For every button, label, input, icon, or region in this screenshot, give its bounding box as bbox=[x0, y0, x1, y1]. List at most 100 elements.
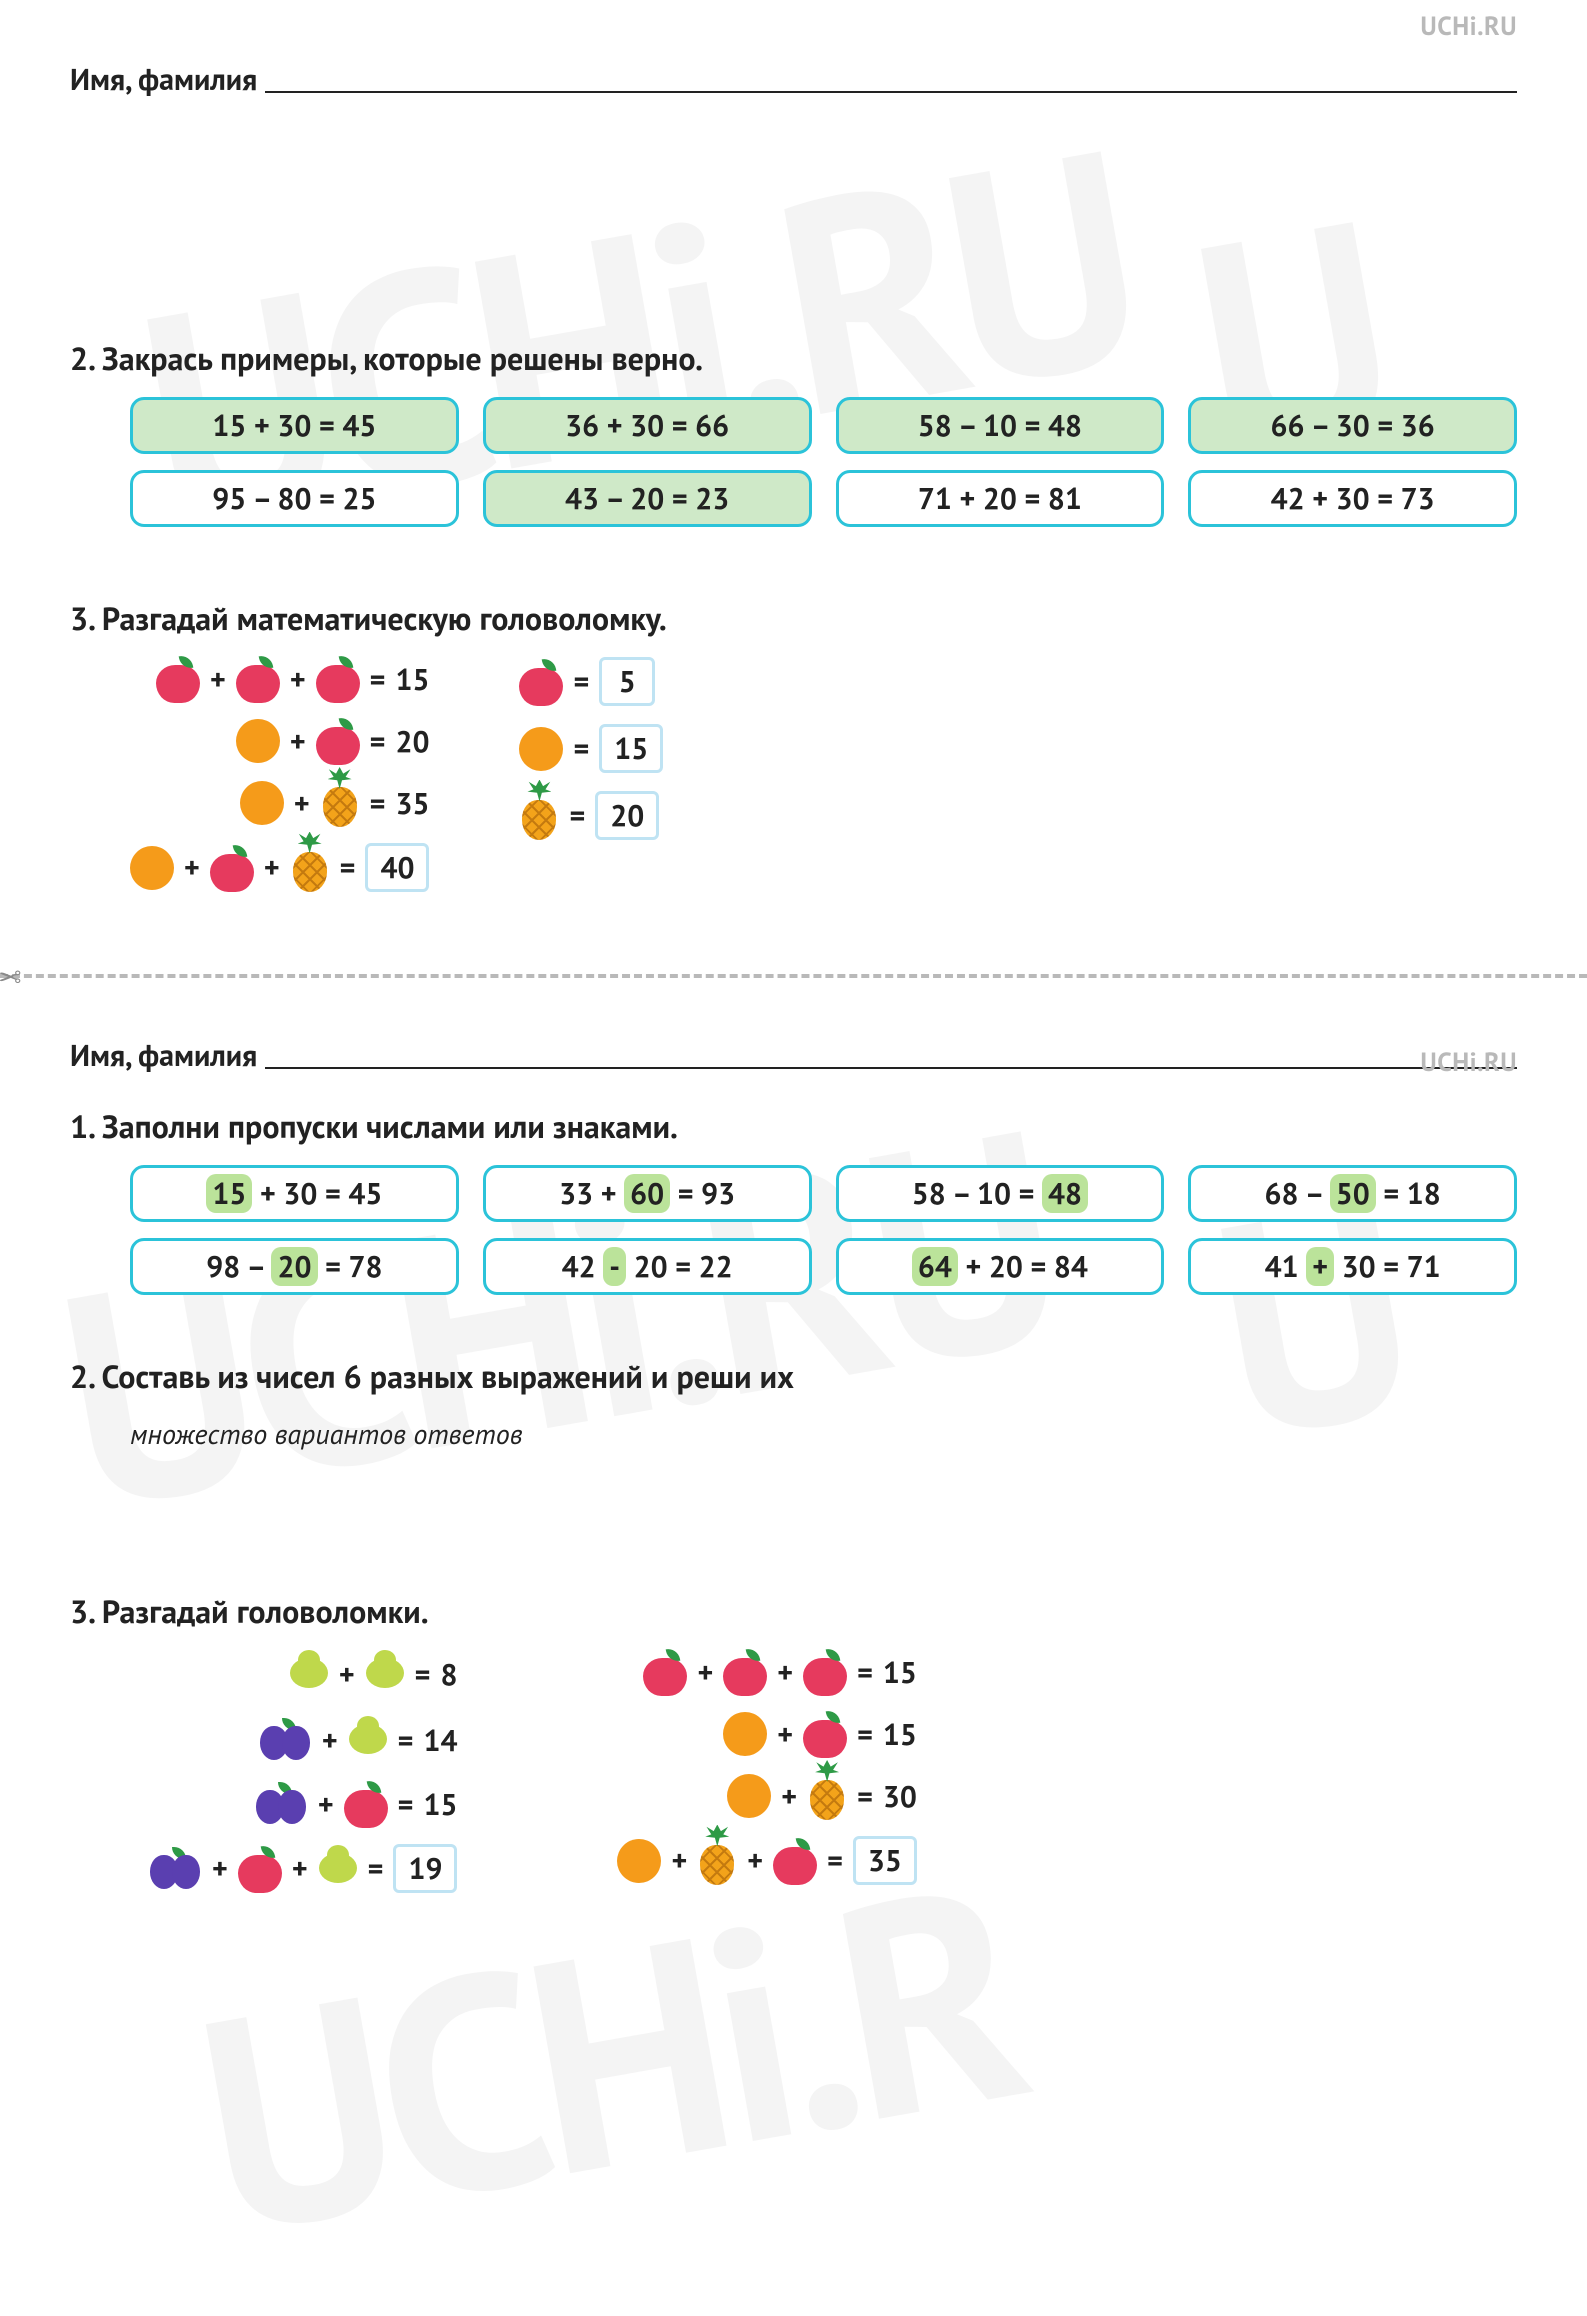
eq-text: = bbox=[569, 796, 585, 835]
fill-blank-pill: 68 – 50 = 18 bbox=[1188, 1165, 1517, 1222]
page-top: UCHi.RU Имя, фамилия 2. Закрась примеры,… bbox=[0, 0, 1587, 932]
eq-text: 20 bbox=[395, 722, 429, 761]
fill-blank-pill: 64 + 20 = 84 bbox=[836, 1238, 1165, 1295]
puzzle-col-right: =5=15=20 bbox=[519, 657, 663, 892]
apple-icon bbox=[236, 657, 280, 701]
task3-title: 3. Разгадай математическую головоломку. bbox=[70, 597, 1517, 639]
equation-row: =15 bbox=[519, 724, 663, 773]
puzzle-col-left: +=8+=14+=15++=19 bbox=[150, 1650, 457, 1893]
filled-blank: + bbox=[1306, 1247, 1334, 1286]
apple-icon bbox=[773, 1839, 817, 1883]
apple-icon bbox=[643, 1650, 687, 1694]
pear-icon bbox=[289, 1650, 329, 1698]
fill-blank-pill: 15 + 30 = 45 bbox=[130, 1165, 459, 1222]
eq-text: = bbox=[857, 1715, 873, 1754]
fill-blank-pill: 98 – 20 = 78 bbox=[130, 1238, 459, 1295]
answer-box: 40 bbox=[365, 843, 429, 892]
eq-text: = bbox=[573, 662, 589, 701]
equation-pill: 95 – 80 = 25 bbox=[130, 470, 459, 527]
task2-title: 2. Закрась примеры, которые решены верно… bbox=[70, 337, 1517, 379]
eq-text: = bbox=[370, 784, 386, 823]
eq-text: + bbox=[294, 784, 310, 823]
fill-blank-pill: 42 - 20 = 22 bbox=[483, 1238, 812, 1295]
apple-icon bbox=[316, 719, 360, 763]
equation-pill: 58 – 10 = 48 bbox=[836, 397, 1165, 454]
b-task2-note: множество вариантов ответов bbox=[70, 1415, 1517, 1452]
orange-icon bbox=[727, 1774, 771, 1818]
filled-blank: 20 bbox=[271, 1247, 317, 1286]
apple-icon bbox=[156, 657, 200, 701]
eq-text: 15 bbox=[423, 1785, 457, 1824]
name-field-row: Имя, фамилия bbox=[70, 60, 1517, 99]
equation-pill: 42 + 30 = 73 bbox=[1188, 470, 1517, 527]
eq-text: + bbox=[290, 722, 306, 761]
orange-icon bbox=[617, 1839, 661, 1883]
eq-text: + bbox=[781, 1777, 797, 1816]
b-task1-title: 1. Заполни пропуски числами или знаками. bbox=[70, 1105, 1517, 1147]
cut-line: ✂ bbox=[0, 956, 1587, 996]
filled-blank: 15 bbox=[206, 1174, 252, 1213]
equation-row: ++=19 bbox=[150, 1844, 457, 1893]
equation-row: ++=35 bbox=[617, 1836, 916, 1885]
eq-text: + bbox=[318, 1785, 334, 1824]
eq-text: + bbox=[210, 660, 226, 699]
eq-text: + bbox=[747, 1841, 763, 1880]
puzzle-col-left: ++=15+=20+=35++=40 bbox=[130, 657, 429, 892]
equation-row: +=15 bbox=[256, 1782, 458, 1826]
equation-row: + + = 15 bbox=[643, 1650, 916, 1694]
name-underline bbox=[265, 91, 1517, 93]
apple-icon bbox=[316, 657, 360, 701]
pineapple-icon bbox=[697, 1827, 737, 1883]
equation-row: + =35 bbox=[240, 781, 430, 825]
eq-text: + bbox=[290, 660, 306, 699]
pear-icon bbox=[365, 1650, 405, 1698]
eq-text: 35 bbox=[395, 784, 429, 823]
equation-pill: 43 – 20 = 23 bbox=[483, 470, 812, 527]
equation-row: + = 30 bbox=[727, 1774, 917, 1818]
brand-label: UCHi.RU bbox=[1420, 10, 1517, 43]
equation-row: +=14 bbox=[260, 1716, 458, 1764]
answer-box: 15 bbox=[599, 724, 663, 773]
eq-text: = bbox=[827, 1841, 843, 1880]
pineapple-icon bbox=[519, 782, 559, 838]
apple-icon bbox=[803, 1712, 847, 1756]
eq-text: + bbox=[339, 1655, 355, 1694]
eq-text: + bbox=[292, 1849, 308, 1888]
eq-text: = bbox=[857, 1777, 873, 1816]
orange-icon bbox=[240, 781, 284, 825]
pineapple-icon bbox=[320, 769, 360, 825]
eq-text: 30 bbox=[883, 1777, 917, 1816]
brand-label: UCHi.RU bbox=[1420, 1046, 1517, 1079]
fill-blank-pill: 58 – 10 = 48 bbox=[836, 1165, 1165, 1222]
eq-text: 15 bbox=[395, 660, 429, 699]
fill-blank-pill: 41 + 30 = 71 bbox=[1188, 1238, 1517, 1295]
name-field-row: Имя, фамилия bbox=[70, 1036, 1517, 1075]
fill-blank-pill: 33 + 60 = 93 bbox=[483, 1165, 812, 1222]
eq-text: 15 bbox=[883, 1653, 917, 1692]
filled-blank: - bbox=[603, 1247, 626, 1286]
eq-text: = bbox=[415, 1655, 431, 1694]
b-task2-title: 2. Составь из чисел 6 разных выражений и… bbox=[70, 1355, 1517, 1397]
pineapple-icon bbox=[807, 1762, 847, 1818]
filled-blank: 60 bbox=[624, 1174, 670, 1213]
answer-box: 35 bbox=[853, 1836, 917, 1885]
name-label: Имя, фамилия bbox=[70, 60, 257, 99]
pill-grid-top: 15 + 30 = 4536 + 30 = 6658 – 10 = 4866 –… bbox=[70, 397, 1517, 527]
orange-icon bbox=[130, 846, 174, 890]
eq-text: = bbox=[368, 1849, 384, 1888]
eq-text: + bbox=[184, 848, 200, 887]
eq-text: + bbox=[777, 1653, 793, 1692]
name-underline bbox=[265, 1067, 1517, 1069]
equation-row: =5 bbox=[519, 657, 663, 706]
equation-pill: 71 + 20 = 81 bbox=[836, 470, 1165, 527]
eq-text: = bbox=[340, 848, 356, 887]
eq-text: + bbox=[697, 1653, 713, 1692]
filled-blank: 48 bbox=[1042, 1174, 1088, 1213]
apple-icon bbox=[238, 1847, 282, 1891]
equation-row: =20 bbox=[519, 791, 663, 840]
equation-row: +=15 bbox=[723, 1712, 917, 1756]
filled-blank: 64 bbox=[912, 1247, 958, 1286]
eq-text: = bbox=[857, 1653, 873, 1692]
name-label: Имя, фамилия bbox=[70, 1036, 257, 1075]
equation-row: ++=15 bbox=[156, 657, 429, 701]
